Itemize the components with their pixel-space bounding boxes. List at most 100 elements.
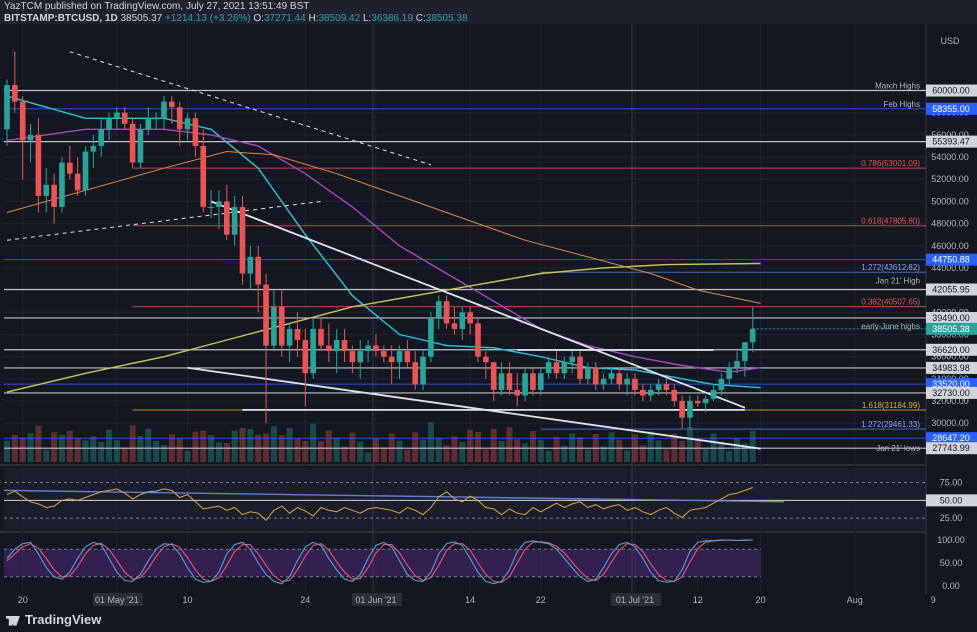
- candle: [475, 317, 481, 363]
- candle: [687, 395, 693, 429]
- candle-body: [569, 356, 575, 363]
- candle-body: [435, 301, 442, 318]
- candle-body: [12, 84, 18, 102]
- candle-body: [459, 312, 466, 329]
- candle: [647, 384, 654, 402]
- candle: [74, 157, 81, 196]
- stoch-pane[interactable]: [4, 534, 926, 592]
- trendline[interactable]: [187, 366, 761, 450]
- volume-bar: [106, 429, 113, 462]
- volume-bar: [192, 431, 199, 462]
- x-tick-label: 01 May '21: [95, 595, 139, 605]
- candle-body: [247, 256, 254, 274]
- candle-body: [27, 134, 34, 141]
- candle: [98, 118, 104, 158]
- level-price-text: 33520.00: [932, 379, 970, 389]
- level-annotation: Feb Highs: [884, 100, 920, 109]
- candle: [278, 290, 285, 357]
- y-tick-label: 50000.00: [931, 196, 969, 206]
- candle-body: [51, 184, 57, 207]
- candle: [357, 340, 364, 379]
- candle: [216, 190, 222, 230]
- trendline[interactable]: [69, 51, 432, 166]
- candle-body: [451, 323, 458, 329]
- level-price-tag: [926, 253, 977, 266]
- candle-body: [396, 351, 403, 363]
- candle-body: [137, 129, 144, 163]
- volume-bar: [427, 422, 434, 462]
- candle: [318, 317, 324, 352]
- candle: [718, 373, 725, 396]
- level-annotation: 1.618(31184.99): [862, 401, 920, 410]
- volume-bar: [231, 430, 238, 462]
- close-label: C:: [415, 13, 426, 24]
- candle: [137, 123, 144, 169]
- candle: [616, 367, 623, 390]
- rsi-pane[interactable]: [4, 468, 926, 530]
- volume-bar: [514, 439, 521, 462]
- candle: [679, 395, 685, 429]
- volume-bar: [616, 439, 623, 462]
- level-price-tag: [926, 361, 977, 374]
- trendline[interactable]: [210, 200, 746, 409]
- candle: [585, 362, 591, 385]
- candle-body: [632, 378, 638, 390]
- candle: [608, 367, 615, 385]
- candle-body: [169, 101, 175, 108]
- candle-body: [373, 345, 379, 352]
- candle: [498, 362, 505, 396]
- volume-bar: [584, 449, 591, 462]
- candle-body: [365, 345, 371, 352]
- stoch-d-line: [6, 539, 753, 583]
- tradingview-logo[interactable]: TradingView: [6, 612, 101, 627]
- candle: [27, 123, 34, 163]
- x-tick-label: 01 Jun '21: [355, 595, 396, 605]
- volume-bar: [302, 441, 309, 462]
- candle: [169, 96, 175, 124]
- candle-body: [35, 134, 42, 196]
- candle-body: [702, 398, 709, 404]
- volume-bar: [153, 441, 160, 462]
- candle-body: [404, 351, 411, 363]
- x-tick-label: 24: [300, 595, 310, 605]
- candle-body: [592, 367, 599, 385]
- volume-bar: [341, 446, 348, 462]
- high-label: H:: [308, 13, 319, 24]
- price-change: +1214.13 (+3.26%): [164, 13, 251, 24]
- candle: [286, 323, 293, 363]
- stoch-tick-label: 100.00: [937, 535, 965, 545]
- x-tick-label: 01 Jul '21: [616, 595, 654, 605]
- x-tick-label: 22: [536, 595, 546, 605]
- level-annotation: 0.618(47805.80): [861, 217, 920, 226]
- candle-body: [655, 384, 662, 390]
- volume-bar: [4, 440, 10, 462]
- candle-body: [176, 107, 183, 130]
- rsi-trendline[interactable]: [3, 489, 785, 503]
- candle: [592, 362, 599, 390]
- candle: [514, 373, 521, 407]
- volume-bar: [82, 440, 89, 462]
- candle: [208, 190, 214, 219]
- candle-body: [357, 351, 364, 363]
- candle: [19, 96, 26, 180]
- volume-bar: [647, 431, 654, 462]
- candle-body: [286, 328, 293, 346]
- price-pane[interactable]: [4, 24, 926, 462]
- candle-body: [412, 362, 418, 385]
- candle-body: [114, 112, 120, 119]
- candle: [663, 378, 670, 396]
- level-price-tag: [926, 283, 977, 296]
- high-value: 38509.42: [318, 13, 361, 24]
- candle: [538, 367, 544, 396]
- level-price-text: 32730.00: [932, 388, 970, 398]
- chart-canvas[interactable]: 20 01 May '21 10 24 01 Jun '21 14 22 01 Jul '21…: [0, 0, 977, 610]
- volume-bar: [176, 438, 183, 462]
- candle: [145, 107, 152, 135]
- candle-body: [506, 373, 513, 390]
- candle-body: [302, 340, 309, 374]
- x-tick-label: 20: [756, 595, 766, 605]
- symbol: BITSTAMP:BTCUSD, 1D: [4, 13, 118, 24]
- rsi-tick-label: 25.00: [940, 513, 963, 523]
- candle: [129, 118, 136, 169]
- volume-bar: [537, 440, 544, 462]
